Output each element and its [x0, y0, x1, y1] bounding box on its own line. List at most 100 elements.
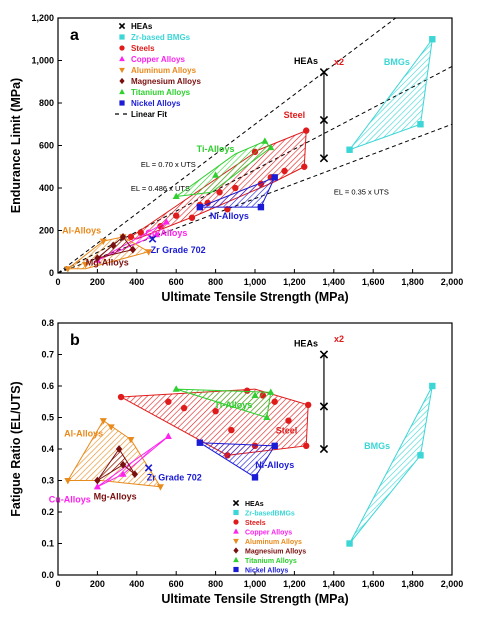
legend-marker: [119, 34, 125, 40]
panel-a: EL = 0.70 x UTS EL = 0.486 x UTS EL = 0.35…: [9, 13, 464, 304]
data-point: [304, 401, 312, 409]
y-tick-label: 0.4: [41, 444, 54, 454]
legend-marker: [233, 528, 239, 534]
series-label: Cu-Alloys: [145, 228, 187, 238]
legend-label: Magnesium Alloys: [245, 549, 306, 556]
legend-label: Magnesium Alloys: [131, 77, 201, 86]
series-region: [175, 140, 272, 197]
data-point: [216, 189, 223, 196]
x-axis-title: Ultimate Tensile Strength (MPa): [161, 290, 348, 304]
data-point: [172, 385, 180, 392]
x-tick-label: 1,600: [362, 277, 385, 287]
y-tick-label: 0.3: [41, 476, 54, 486]
fit-line-label: EL = 0.70 x UTS: [141, 160, 196, 169]
data-point: [119, 233, 127, 241]
series-zr-grade-702: Zr Grade 702: [148, 235, 206, 255]
y-tick-label: 0.8: [41, 318, 54, 328]
y-tick-label: 1,200: [31, 13, 54, 23]
heas-marker: [319, 115, 329, 125]
heas-annotation: x2: [334, 57, 344, 67]
data-point: [188, 214, 196, 221]
data-point: [212, 408, 219, 415]
legend-marker: [233, 538, 239, 545]
data-point: [162, 218, 170, 225]
series-region: [97, 236, 134, 259]
legend-marker: [233, 566, 239, 573]
y-axis-title: Endurance Limit (MPa): [9, 78, 23, 213]
legend-label: Steels: [245, 520, 266, 527]
data-point: [429, 382, 436, 390]
legend-label: Zr-basedBMGs: [245, 511, 295, 518]
series-label: Steel: [284, 110, 306, 120]
data-point: [127, 436, 135, 444]
data-point: [64, 266, 72, 273]
data-point: [131, 470, 139, 479]
series-region: [176, 388, 272, 419]
legend-label: Nickel Alloys: [245, 568, 288, 575]
series-label: Al-Alloys: [62, 226, 101, 236]
legend-marker: [233, 509, 239, 516]
data-point: [93, 482, 101, 490]
heas-label: HEAs: [294, 339, 318, 349]
series-label: Al-Alloys: [64, 428, 103, 438]
x-tick-label: 600: [169, 579, 184, 589]
data-point: [145, 249, 153, 256]
legend-marker: [119, 45, 125, 51]
data-point: [164, 432, 172, 439]
y-tick-label: 0: [49, 268, 54, 278]
data-point: [173, 212, 180, 219]
data-point: [346, 146, 353, 153]
series-ti-alloys: Ti-Alloys: [172, 385, 275, 421]
data-point: [64, 477, 72, 485]
series-region: [349, 385, 433, 544]
y-tick-label: 0.0: [41, 570, 54, 580]
series-label: Cu-Alloys: [49, 495, 91, 505]
fit-line-label: EL = 0.486 x UTS: [131, 184, 190, 193]
x-tick-label: 800: [208, 277, 223, 287]
legend-label: Aluminum Alloys: [245, 539, 302, 546]
data-point: [251, 474, 259, 481]
data-point: [109, 241, 117, 250]
legend-marker: [233, 547, 239, 554]
y-tick-label: 0.2: [41, 507, 54, 517]
data-point: [119, 470, 127, 477]
data-point: [212, 171, 220, 178]
legend-marker: [232, 499, 240, 507]
heas-marker: [319, 68, 329, 77]
y-tick-label: 0.7: [41, 350, 54, 360]
data-point: [303, 442, 310, 450]
data-point: [232, 184, 239, 192]
y-tick-label: 0.6: [41, 381, 54, 391]
x-tick-label: 1,400: [323, 277, 346, 287]
x-tick-label: 2,000: [441, 277, 464, 287]
data-point: [281, 167, 288, 175]
data-point: [429, 36, 436, 43]
legend-marker: [233, 556, 239, 563]
series-mg-alloys: Mg-Alloys: [86, 233, 137, 268]
series-label: Mg-Alloys: [94, 491, 137, 501]
data-point: [196, 203, 204, 211]
series-label: Steel: [276, 425, 298, 435]
x-tick-label: 200: [90, 277, 105, 287]
series-ni-alloys: Ni-Alloys: [196, 174, 278, 221]
series-label: Zr Grade 702: [147, 473, 202, 483]
series-zr-grade-702: Zr Grade 702: [144, 464, 202, 483]
series-region: [348, 38, 433, 151]
x-tick-label: 1,800: [401, 277, 424, 287]
legend-marker: [119, 55, 125, 62]
series-region: [97, 435, 169, 488]
data-point: [94, 476, 101, 485]
data-point: [285, 417, 292, 424]
legend: HEAs Zr-based BMGs Steels Copper Alloys Alum…: [115, 22, 201, 119]
legend-marker: [119, 67, 125, 74]
data-point: [129, 245, 137, 254]
data-point: [271, 398, 278, 405]
series-label: BMGs: [364, 441, 390, 451]
x-tick-label: 1,200: [283, 277, 306, 287]
series-label: Zr Grade 702: [151, 245, 206, 255]
data-point: [165, 398, 172, 405]
legend-label: Aluminum Alloys: [131, 66, 197, 75]
series-label: Mg-Alloys: [86, 258, 129, 268]
series-cu-alloys: Cu-Alloys: [49, 432, 172, 505]
legend-label: HEAs: [131, 22, 153, 31]
